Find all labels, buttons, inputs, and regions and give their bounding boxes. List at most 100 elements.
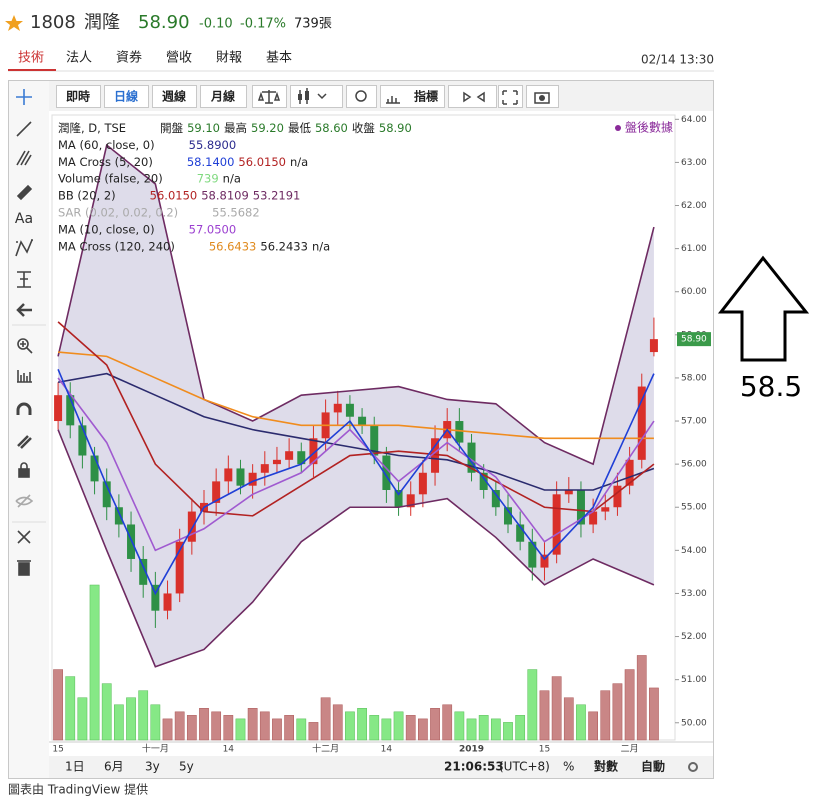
zoom-tool[interactable] [17,338,29,350]
toolbar-label: 指標 [414,89,438,104]
toolbar-button[interactable] [498,85,523,108]
clock: 21:06:53 [444,760,504,774]
candle-body [491,490,500,508]
legend-item: MA (10, close, 0) [58,222,155,236]
legend-item: n/a [312,239,330,253]
candle-body [649,339,658,353]
candle-body [248,472,257,486]
volume-bar [624,669,635,741]
volume-bar [405,715,416,741]
candle-body [467,442,476,473]
candle-body [504,507,512,525]
indicator-line [57,143,655,466]
candle-body [564,490,573,495]
volume-bar [53,669,63,741]
pen-tool[interactable] [17,435,32,449]
y-tick-label: 62.00 [681,201,707,211]
volume-bar [612,683,623,741]
last-price-label: 58.90 [681,335,707,345]
tab[interactable]: 資券 [116,50,142,66]
tab[interactable]: 財報 [216,51,242,66]
text-tool[interactable]: Aa [15,211,33,227]
lock-shackle [20,462,28,469]
legend-item: 57.0500 [189,222,237,236]
line-tool[interactable] [16,121,32,137]
tab[interactable]: 法人 [66,51,92,66]
bb-fill [58,145,654,667]
back-tool[interactable] [16,303,32,317]
x-tick-label: 15 [52,745,63,755]
magnet-tool[interactable] [16,402,32,415]
volume-bar [162,718,173,741]
remove-tool[interactable] [17,530,31,544]
volume-bar [320,697,331,741]
volume-bar [199,708,209,741]
ruler-tool[interactable] [17,370,32,383]
tab[interactable]: 營收 [166,51,192,66]
y-tick-label: 56.00 [681,460,707,470]
volume-bar [551,676,562,741]
volume-bar [223,715,234,741]
y-tick-label: 61.00 [681,244,707,254]
candle-body [479,472,488,490]
range-button[interactable]: 1日 [65,760,85,774]
auto-toggle[interactable]: 自動 [641,759,665,774]
legend-row: Volume (false, 20) 739 n/a [58,171,241,185]
legend-item: MA (60, close, 0) [58,137,155,151]
hide-tool[interactable] [15,494,34,508]
lock-tool[interactable] [18,468,30,478]
legend-item: 58.1400 [187,154,235,168]
legend-item: 55.5682 [212,205,260,219]
fib-tool[interactable] [16,150,32,166]
indicator-line [57,321,655,517]
legend-item: 收盤 [352,121,375,135]
arrow-up [717,255,810,362]
trash-tool[interactable] [18,562,30,576]
toolbar-button[interactable] [290,85,343,108]
volume-bar [247,708,258,741]
legend-item: Volume (false, 20) [58,171,163,185]
volume-bar [138,690,149,741]
toolbar-button[interactable] [152,85,197,108]
candle-body [613,485,622,508]
pattern-tool[interactable] [15,239,33,257]
toolbar-button[interactable] [104,85,149,108]
percent-toggle[interactable]: % [563,760,574,774]
star[interactable] [5,15,23,31]
settings[interactable] [688,762,698,772]
toolbar-button[interactable] [56,85,101,108]
candle-body [90,455,99,482]
toolbar-button[interactable] [346,85,377,108]
range-button[interactable]: 5y [179,760,194,774]
volume-bar [174,711,185,741]
after-hours: 盤後數據 [625,121,673,135]
brush-tool[interactable] [16,184,33,201]
volume: 739張 [294,17,332,32]
volume-bar [381,718,392,741]
candle-body [637,386,646,460]
candle-body [236,468,245,486]
volume-bar [515,715,526,741]
tab[interactable]: 技術 [18,51,44,66]
toolbar-button[interactable] [200,85,247,108]
volume-bar [576,704,586,741]
datetime: 02/14 13:30 [641,53,714,67]
legend-item: 59.20 [251,121,284,135]
range-button[interactable]: 6月 [104,760,124,774]
toolbar-button[interactable] [448,85,497,108]
log-toggle[interactable]: 對數 [594,759,618,774]
candle-body [175,541,184,594]
volume-bar [588,711,598,741]
tab[interactable]: 基本 [266,51,292,66]
measure-tool[interactable] [17,271,31,288]
x-tick-label: 2019 [459,745,484,755]
range-button[interactable]: 3y [145,760,160,774]
cross-tool[interactable] [16,89,32,105]
legend-item: 56.2433 [260,239,308,253]
candle-body [418,472,427,495]
plot-area [51,114,676,741]
y-tick-label: 57.00 [681,417,707,427]
legend-item: 58.8109 [201,188,249,202]
candle-body [382,455,391,490]
